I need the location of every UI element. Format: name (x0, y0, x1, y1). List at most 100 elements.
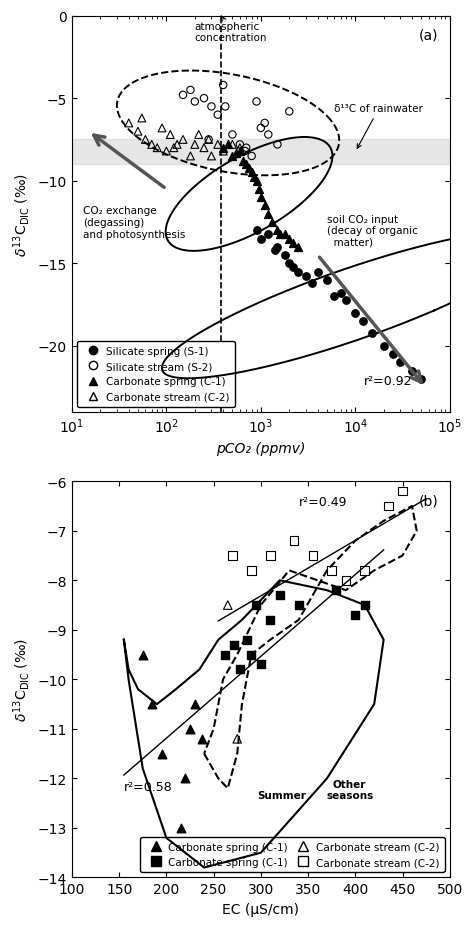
Carbonate stream (C-2) (179, 133, 187, 147)
Point (148, 697, 156, 712)
Silicate spring (S-1) (281, 248, 289, 263)
Legend: Silicate spring (S-1), Silicate stream (S-2), Carbonate spring (C-1), Carbonate : Silicate spring (S-1), Silicate stream (… (77, 341, 235, 407)
Point (352, 608, 359, 623)
Carbonate stream (C-2) (187, 149, 194, 164)
Point (342, 573, 350, 588)
Point (182, 771, 189, 786)
Text: (b): (b) (419, 493, 438, 508)
Point (158, 746, 165, 761)
Silicate spring (S-1) (389, 348, 397, 362)
Carbonate spring (C-1) (248, 166, 255, 181)
Carbonate stream (C-2) (236, 141, 244, 156)
Carbonate stream (C-2) (125, 117, 133, 132)
Silicate spring (S-1) (418, 372, 425, 387)
Carbonate spring (C-1) (242, 158, 250, 172)
Carbonate stream (C-2) (214, 138, 221, 153)
Text: atmospheric
concentration: atmospheric concentration (195, 17, 267, 44)
Silicate stream (S-2) (191, 95, 199, 109)
Carbonate spring (C-1) (268, 215, 275, 230)
Silicate stream (S-2) (200, 92, 208, 107)
Silicate spring (S-1) (271, 244, 278, 259)
Silicate stream (S-2) (205, 133, 212, 147)
Carbonate spring (C-1) (233, 146, 240, 161)
Point (233, 731, 241, 746)
Silicate stream (S-2) (208, 100, 215, 115)
Silicate stream (S-2) (257, 121, 264, 136)
Silicate spring (S-1) (302, 270, 310, 285)
Silicate spring (S-1) (264, 227, 272, 242)
Silicate spring (S-1) (352, 306, 359, 321)
Silicate spring (S-1) (257, 232, 264, 247)
Silicate spring (S-1) (359, 314, 366, 329)
Silicate stream (S-2) (221, 100, 229, 115)
Silicate stream (S-2) (241, 145, 249, 159)
Point (399, 484, 406, 499)
Point (266, 613, 274, 628)
Silicate spring (S-1) (285, 257, 293, 272)
Carbonate stream (C-2) (219, 145, 227, 159)
Carbonate spring (C-1) (236, 145, 244, 159)
Silicate spring (S-1) (330, 289, 338, 304)
Point (167, 845, 175, 860)
Silicate stream (S-2) (219, 79, 227, 94)
Carbonate stream (C-2) (166, 128, 174, 143)
Point (230, 638, 238, 653)
Bar (72, 140, 450, 165)
Text: Summer: Summer (257, 791, 306, 800)
Point (191, 697, 199, 712)
Carbonate stream (C-2) (191, 138, 199, 153)
Text: r²=0.58: r²=0.58 (124, 781, 173, 794)
Silicate spring (S-1) (337, 286, 345, 301)
Point (252, 598, 260, 613)
Point (333, 583, 340, 598)
Point (139, 647, 146, 662)
Silicate spring (S-1) (397, 356, 404, 371)
Silicate spring (S-1) (314, 265, 321, 280)
Carbonate spring (C-1) (261, 199, 269, 214)
Silicate stream (S-2) (236, 138, 244, 153)
Point (247, 647, 255, 662)
Carbonate stream (C-2) (163, 145, 170, 159)
Carbonate stream (C-2) (170, 141, 178, 156)
Carbonate spring (C-1) (276, 227, 284, 242)
Silicate stream (S-2) (214, 108, 221, 123)
Point (276, 588, 283, 603)
Carbonate spring (C-1) (245, 161, 253, 176)
Carbonate spring (C-1) (264, 207, 272, 222)
Silicate stream (S-2) (264, 128, 272, 143)
Carbonate stream (C-2) (158, 121, 166, 136)
Point (177, 820, 184, 835)
Carbonate spring (C-1) (219, 141, 227, 156)
Silicate spring (S-1) (309, 276, 316, 291)
Carbonate stream (C-2) (173, 138, 181, 153)
Carbonate stream (C-2) (228, 138, 236, 153)
Carbonate stream (C-2) (205, 133, 212, 147)
Carbonate spring (C-1) (255, 183, 263, 197)
Point (361, 564, 369, 578)
Silicate stream (S-2) (285, 105, 293, 120)
Carbonate spring (C-1) (228, 149, 236, 164)
Silicate spring (S-1) (323, 273, 331, 288)
Point (257, 657, 264, 672)
Text: r²=0.49: r²=0.49 (299, 496, 347, 509)
Point (295, 598, 302, 613)
Carbonate stream (C-2) (134, 124, 142, 139)
Text: (a): (a) (419, 29, 438, 43)
Silicate stream (S-2) (253, 95, 260, 109)
Silicate stream (S-2) (228, 128, 236, 143)
Carbonate spring (C-1) (295, 240, 302, 255)
Point (243, 632, 250, 647)
Y-axis label: $\delta^{13}$C$_{\rm DIC}$ (‰): $\delta^{13}$C$_{\rm DIC}$ (‰) (11, 172, 32, 257)
Point (224, 598, 232, 613)
Carbonate spring (C-1) (239, 154, 247, 169)
Silicate spring (S-1) (342, 293, 350, 308)
Silicate spring (S-1) (295, 265, 302, 280)
Silicate spring (S-1) (380, 339, 388, 354)
Silicate stream (S-2) (242, 141, 250, 156)
Carbonate spring (C-1) (257, 191, 264, 206)
Text: Other
seasons: Other seasons (326, 779, 373, 800)
Silicate stream (S-2) (273, 138, 281, 153)
Carbonate stream (C-2) (138, 111, 146, 126)
Carbonate stream (C-2) (200, 141, 208, 156)
Carbonate spring (C-1) (285, 232, 293, 247)
